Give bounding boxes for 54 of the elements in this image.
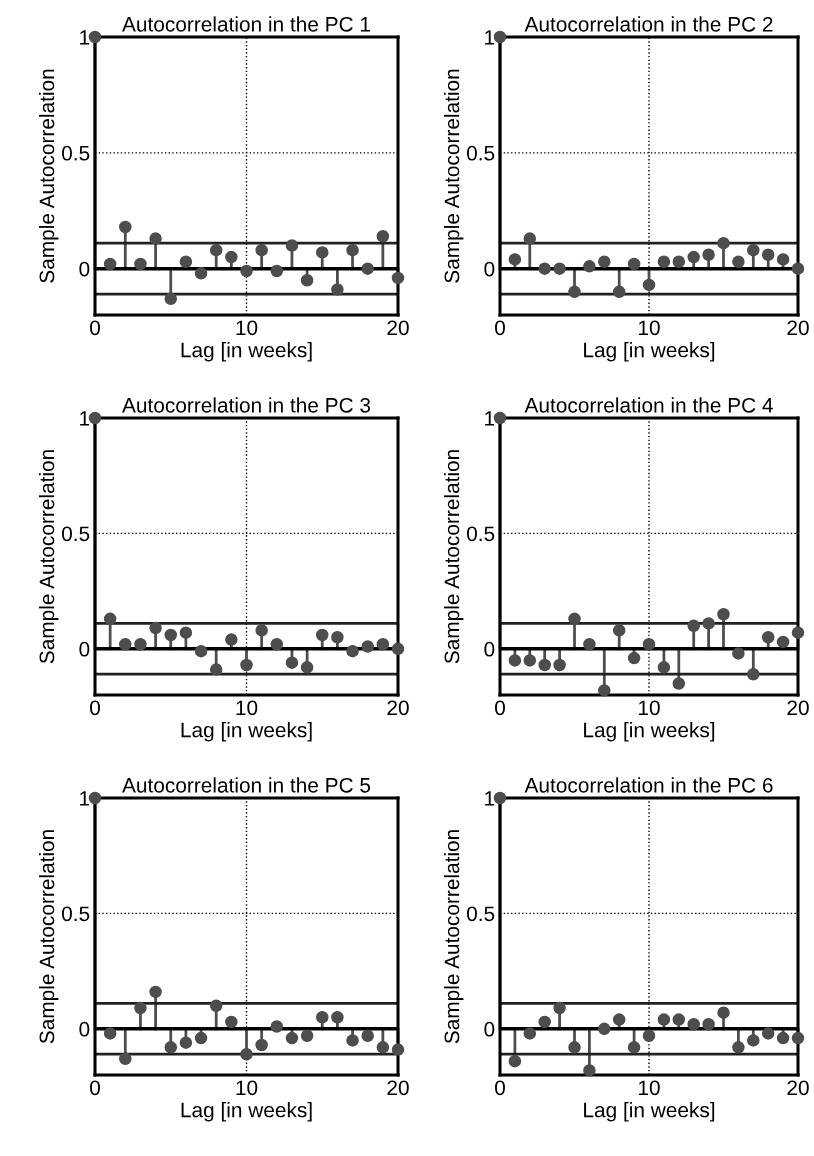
chart-title: Autocorrelation in the PC 1 — [122, 16, 370, 32]
y-axis-title: Sample Autocorrelation — [443, 69, 464, 283]
y-tick-label: 0 — [484, 641, 495, 657]
chart-title: Autocorrelation in the PC 5 — [122, 777, 371, 793]
x-axis-title: Lag [in weeks] — [584, 1102, 715, 1122]
x-axis-title: Lag [in weeks] — [584, 722, 715, 742]
y-tick-label: 0 — [484, 261, 495, 277]
y-tick-label: 0 — [484, 1021, 495, 1037]
y-tick-label: 1 — [80, 411, 90, 426]
y-tick-label: 0.5 — [61, 145, 90, 161]
x-tick-label: 20 — [787, 1080, 809, 1096]
y-axis-title: Sample Autocorrelation — [38, 450, 59, 664]
x-tick-label: 0 — [495, 700, 505, 716]
y-tick-label: 1 — [80, 791, 90, 806]
x-tick-label: 20 — [787, 320, 809, 336]
x-tick-label: 10 — [639, 700, 660, 716]
y-axis-title: Sample Autocorrelation — [38, 830, 59, 1044]
x-tick-label: 10 — [639, 320, 660, 336]
chart-title: Autocorrelation in the PC 4 — [524, 397, 773, 413]
y-tick-label: 0.5 — [466, 906, 495, 922]
y-tick-label: 0.5 — [61, 526, 90, 542]
y-tick-label: 1 — [80, 30, 90, 45]
chart-title: Autocorrelation in the PC 3 — [122, 397, 371, 413]
x-tick-label: 10 — [236, 700, 258, 716]
y-tick-label: 0.5 — [466, 145, 495, 161]
x-tick-label: 0 — [90, 320, 100, 336]
x-tick-label: 10 — [639, 1080, 660, 1096]
x-tick-label: 0 — [495, 1080, 505, 1096]
x-tick-label: 10 — [236, 1080, 258, 1096]
x-tick-label: 0 — [90, 700, 100, 716]
x-axis-title: Lag [in weeks] — [181, 1102, 312, 1122]
y-tick-label: 1 — [485, 791, 495, 806]
y-tick-label: 1 — [485, 30, 495, 45]
chart-title: Autocorrelation in the PC 2 — [524, 16, 773, 32]
x-tick-label: 20 — [387, 1080, 409, 1096]
x-axis-title: Lag [in weeks] — [181, 342, 312, 362]
x-tick-label: 0 — [90, 1080, 100, 1096]
y-axis-title: Sample Autocorrelation — [38, 69, 59, 283]
x-axis-title: Lag [in weeks] — [584, 342, 715, 362]
y-tick-label: 0 — [79, 641, 90, 657]
y-axis-title: Sample Autocorrelation — [443, 830, 464, 1044]
x-tick-label: 20 — [387, 700, 409, 716]
x-tick-label: 20 — [387, 320, 409, 336]
y-tick-label: 0 — [79, 261, 90, 277]
x-tick-label: 20 — [787, 700, 809, 716]
chart-title: Autocorrelation in the PC 6 — [524, 777, 773, 793]
y-axis-title: Sample Autocorrelation — [443, 450, 464, 664]
x-tick-label: 0 — [495, 320, 505, 336]
x-tick-label: 10 — [236, 320, 258, 336]
y-tick-label: 1 — [485, 411, 495, 426]
x-axis-title: Lag [in weeks] — [181, 722, 312, 742]
y-tick-label: 0.5 — [466, 526, 495, 542]
y-tick-label: 0.5 — [61, 906, 90, 922]
y-tick-label: 0 — [79, 1021, 90, 1037]
